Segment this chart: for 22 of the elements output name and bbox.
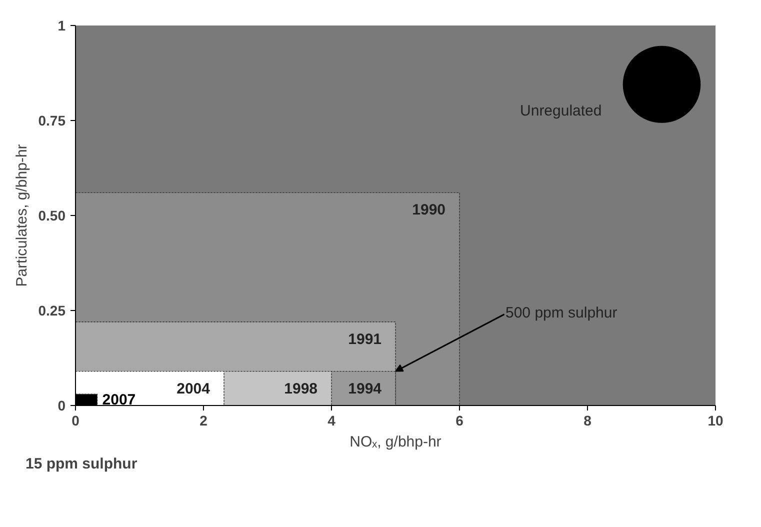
series-label: 1991	[348, 330, 382, 348]
x-tick-label: 6	[456, 412, 464, 428]
y-axis-title: Particulates, g/bhp-hr	[13, 144, 30, 287]
series-label: 2007	[102, 392, 136, 408]
y-tick-label: 0.50	[38, 208, 66, 224]
series-label: Unregulated	[520, 102, 602, 120]
x-tick-label: 2	[200, 412, 208, 428]
text: 15 ppm sulphur	[26, 456, 138, 472]
series-label: 1990	[412, 202, 446, 219]
y-tick-label: 0	[58, 398, 66, 414]
series-label: 2004	[176, 380, 211, 398]
x-tick-label: 10	[708, 412, 724, 428]
x-axis-title: NOₓ, g/bhp-hr	[350, 434, 442, 450]
series-label: 1994	[348, 380, 382, 398]
annotation: 500 ppm sulphur	[506, 304, 618, 322]
y-tick-label: 0.25	[38, 302, 66, 318]
x-tick-label: 4	[328, 412, 336, 428]
y-tick-label: 1	[58, 18, 66, 34]
y-tick-label: 0.75	[38, 112, 66, 128]
x-tick-label: 8	[584, 412, 592, 428]
series-label: 1998	[284, 380, 318, 398]
x-tick-label: 0	[72, 412, 80, 428]
